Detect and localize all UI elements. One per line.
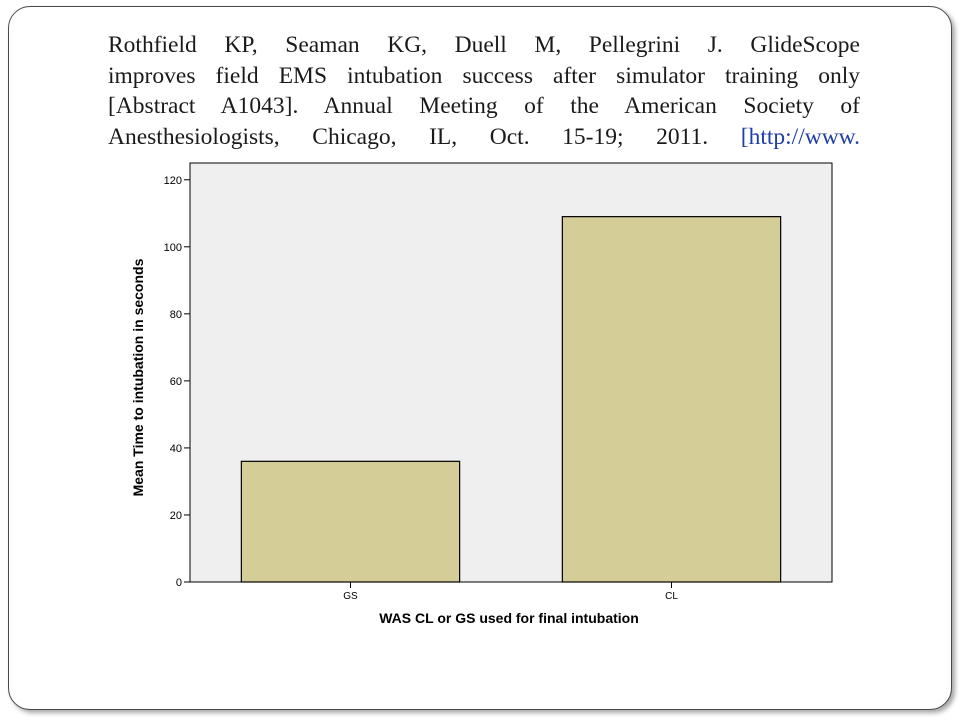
citation-line: improves field EMS intubation success af…: [108, 62, 860, 89]
citation-line: Rothfield KP, Seaman KG, Duell M, Pelleg…: [108, 32, 860, 58]
y-tick-label: 40: [170, 443, 182, 455]
citation-line-last: Anesthesiologists, Chicago, IL, Oct. 15-…: [108, 122, 860, 153]
bar-gs: [240, 460, 461, 583]
x-tick-label: CL: [665, 591, 678, 602]
x-tick-label: GS: [343, 591, 358, 602]
citation-line: [Abstract A1043]. Annual Meeting of the …: [108, 93, 860, 119]
citation-link[interactable]: [http://www.: [740, 123, 860, 150]
y-axis-label: Mean Time to intubation in seconds: [130, 258, 146, 496]
y-tick-label: 0: [176, 577, 182, 589]
y-tick-label: 20: [170, 510, 182, 522]
citation-text-tail: Anesthesiologists, Chicago, IL, Oct. 15-…: [108, 123, 741, 150]
bars-group: [240, 216, 782, 583]
x-ticks-group: GS CL: [343, 582, 678, 602]
y-tick-label: 120: [164, 175, 182, 187]
bar-cl: [561, 216, 782, 583]
y-tick-label: 60: [170, 376, 182, 388]
x-axis-label: WAS CL or GS used for final intubation: [379, 610, 639, 626]
y-ticks-group: 0 20 40 60 80 100 120: [164, 175, 190, 589]
citation-text: Rothfield KP, Seaman KG, Duell M, Pelleg…: [108, 30, 860, 152]
y-tick-label: 80: [170, 309, 182, 321]
y-tick-label: 100: [164, 242, 182, 254]
